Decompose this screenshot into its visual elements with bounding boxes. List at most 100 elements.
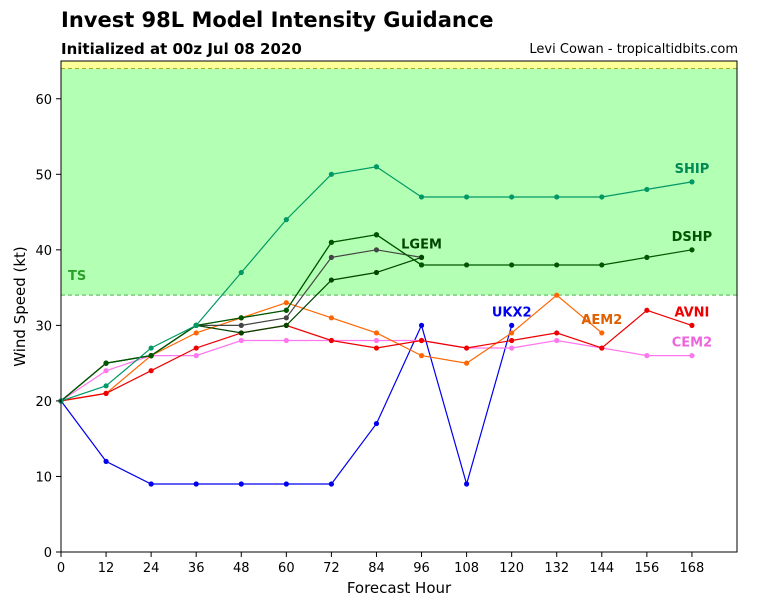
x-tick-label: 60 — [278, 561, 295, 576]
data-point-ukx2 — [464, 481, 470, 487]
data-point-ship — [418, 194, 425, 200]
intensity-bands: TS — [61, 61, 737, 296]
x-tick-label: 48 — [233, 561, 250, 576]
series-line-ukx2 — [60, 323, 513, 487]
data-point-ukx2 — [328, 481, 334, 487]
data-point-aem2 — [373, 330, 380, 336]
y-tick-label: 50 — [35, 168, 52, 183]
data-point-avni — [103, 390, 109, 396]
data-point-ship — [328, 171, 334, 177]
chart-credit: Levi Cowan - tropicaltidbits.com — [529, 42, 738, 57]
data-point-cem2 — [103, 368, 109, 374]
series-label-ukx2: UKX2 — [492, 305, 532, 320]
data-point-aem2 — [464, 360, 470, 366]
data-point-avni — [689, 322, 695, 328]
x-tick-label: 0 — [57, 561, 65, 576]
data-point-aem2 — [554, 292, 560, 298]
series-label-lgem: LGEM — [401, 237, 442, 252]
plot-frame — [60, 60, 738, 553]
data-point-lgem — [283, 322, 289, 328]
x-tick-label: 156 — [634, 561, 659, 576]
data-point-avni — [418, 337, 425, 344]
data-point-ship — [103, 383, 109, 389]
data-point-aem2 — [599, 330, 605, 336]
y-tick-label: 10 — [35, 470, 52, 485]
data-point-cem2 — [509, 345, 515, 351]
x-axis-title: Forecast Hour — [347, 579, 452, 597]
data-point-cem2 — [689, 353, 695, 359]
data-point-ship — [373, 164, 380, 170]
x-tick-label: 108 — [454, 561, 479, 576]
data-point-avni — [148, 368, 154, 374]
data-point-dshp — [328, 239, 334, 245]
data-point-dshp — [464, 262, 470, 268]
data-point-cem2 — [644, 353, 650, 359]
x-tick-label: 12 — [98, 561, 115, 576]
y-axis-title: Wind Speed (kt) — [11, 246, 29, 367]
data-point-avni — [509, 337, 515, 344]
y-tick-label: 60 — [35, 93, 52, 108]
data-point-ship — [644, 186, 650, 193]
data-point-avni — [554, 330, 560, 336]
data-point-avni — [193, 345, 199, 351]
data-point-dshp — [373, 232, 380, 238]
data-point-ukx2 — [283, 481, 289, 487]
x-tick-label: 36 — [188, 561, 205, 576]
data-point-ukx2 — [148, 481, 154, 487]
x-tick-label: 24 — [143, 561, 160, 576]
series-ship — [58, 164, 695, 404]
data-point-ship — [509, 194, 515, 200]
y-tick-label: 30 — [35, 319, 52, 334]
data-point-dshp — [238, 315, 244, 321]
chart-title: Invest 98L Model Intensity Guidance — [61, 8, 494, 32]
chart-axes: 0 12 24 36 48 60 72 84 96 108 120 132 144 156 168 0 10 20… — [11, 60, 738, 597]
series-label-ship: SHIP — [675, 162, 710, 177]
data-point-aem2 — [283, 300, 289, 306]
series-label-dshp: DSHP — [672, 230, 713, 245]
data-point-ukx2 — [103, 458, 109, 464]
data-point-dshp — [599, 262, 605, 268]
x-tick-label: 84 — [368, 561, 385, 576]
x-tick-label: 132 — [544, 561, 569, 576]
series-label-cem2: CEM2 — [672, 336, 712, 351]
data-point-cem2 — [373, 337, 380, 344]
data-point-dshp — [283, 307, 289, 313]
data-point-ukx2 — [509, 322, 515, 328]
data-point-cem2 — [554, 337, 560, 344]
data-point-ukx2 — [418, 322, 425, 328]
data-point-avni — [373, 345, 380, 351]
data-point-aem2 — [193, 330, 199, 336]
band-label-ts: TS — [68, 269, 86, 284]
data-point-dshp — [148, 353, 154, 359]
band-upper-1 — [61, 61, 737, 69]
series-labels: UKX2 CEM2 AEM2 AVNI LGEM DSHP SHIP — [401, 162, 712, 351]
x-tick-label: 120 — [499, 561, 524, 576]
data-point-cem2 — [238, 337, 244, 344]
data-point-ship — [238, 269, 244, 276]
x-tick-label: 96 — [413, 561, 430, 576]
y-tick-label: 20 — [35, 395, 52, 410]
data-point-unlabeled-4 — [328, 254, 334, 260]
x-tick-label: 144 — [589, 561, 614, 576]
x-tick-label: 168 — [680, 561, 705, 576]
data-point-lgem — [418, 254, 425, 260]
series-dshp — [58, 232, 695, 404]
data-point-lgem — [328, 277, 334, 283]
data-point-ship — [464, 194, 470, 200]
data-point-unlabeled-4 — [283, 315, 289, 321]
data-point-lgem — [238, 330, 244, 336]
chart-subtitle: Initialized at 00z Jul 08 2020 — [61, 40, 302, 58]
data-point-ship — [148, 345, 154, 351]
data-point-dshp — [103, 360, 109, 366]
data-point-unlabeled-4 — [238, 322, 244, 328]
data-point-ship — [599, 194, 605, 200]
y-tick-label: 0 — [44, 546, 52, 561]
y-tick-label: 40 — [35, 244, 52, 259]
data-point-dshp — [644, 254, 650, 260]
data-point-ukx2 — [193, 481, 199, 487]
x-tick-label: 72 — [323, 561, 340, 576]
data-point-ship — [689, 179, 695, 185]
data-point-lgem — [373, 269, 380, 276]
data-point-cem2 — [283, 337, 289, 344]
